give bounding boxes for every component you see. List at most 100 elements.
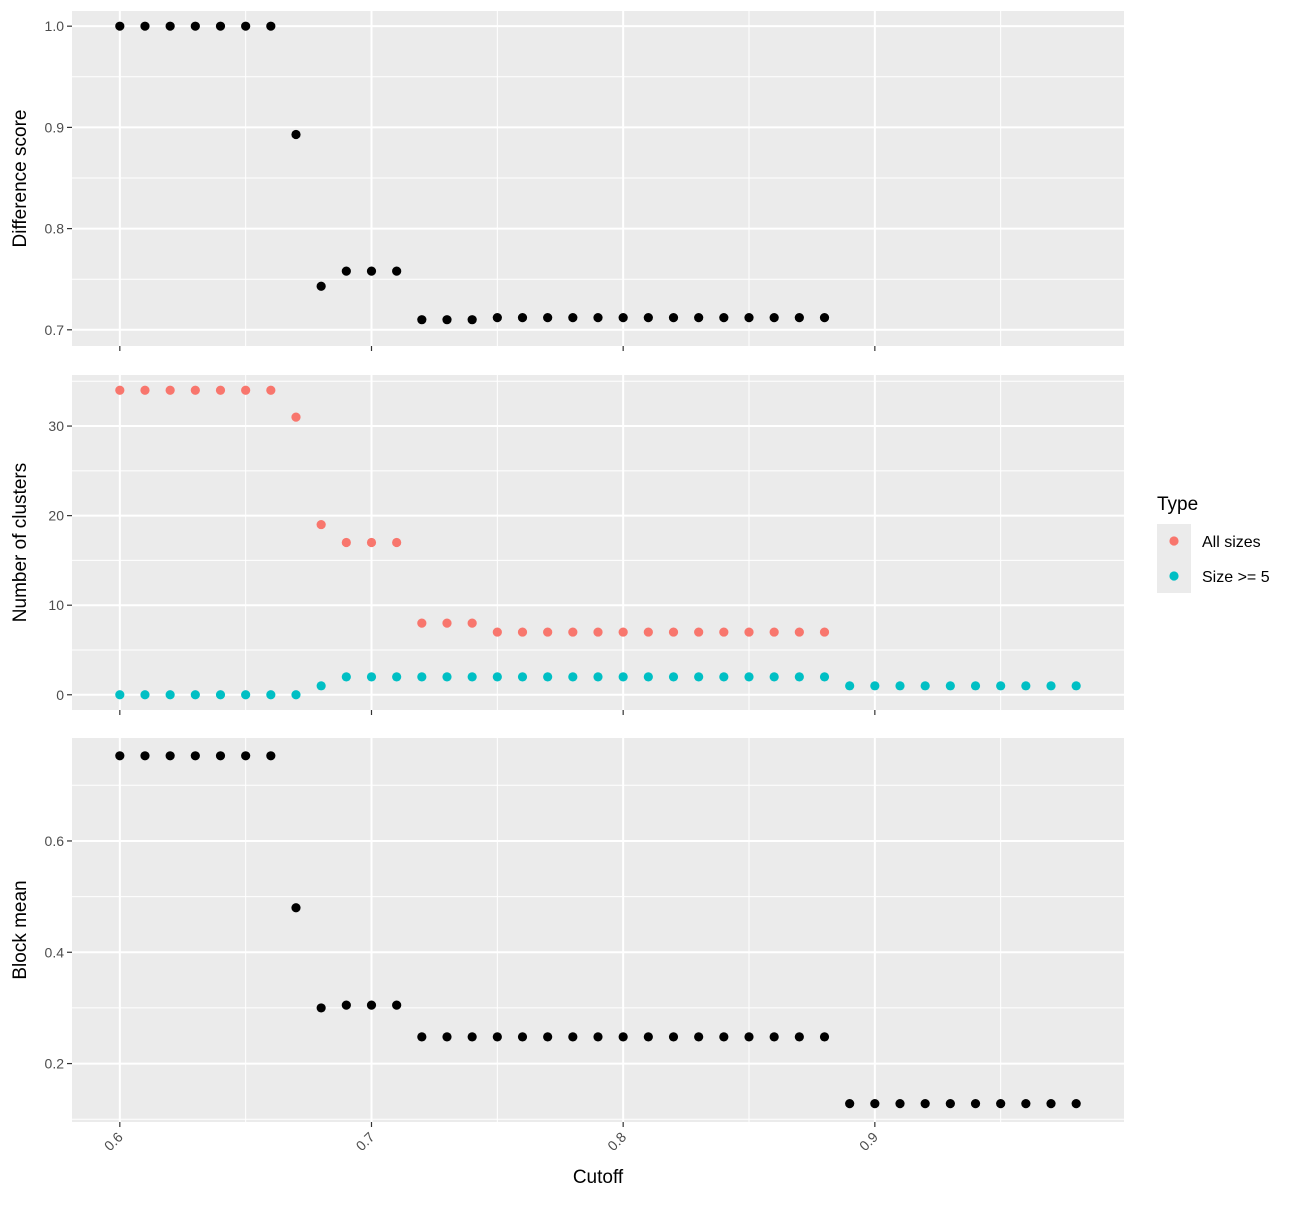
data-point [845,1099,855,1109]
data-point [543,672,553,682]
legend-key-background [1157,524,1191,593]
data-point [467,1032,477,1042]
data-point [417,1032,427,1042]
data-point [215,21,226,31]
data-point [668,627,679,637]
data-point [618,1032,628,1042]
data-point [517,1032,528,1042]
data-point [543,313,553,323]
data-point [366,672,377,682]
data-point [140,690,150,700]
data-point [266,690,276,700]
data-point [819,1032,830,1042]
data-point [215,751,226,761]
data-point [643,672,653,682]
y-tick-label: 0.6 [45,833,65,849]
data-point [643,1032,653,1042]
data-point [492,627,502,637]
data-point [366,537,377,548]
data-point [1071,1099,1081,1109]
data-point [392,537,402,548]
series-points [115,385,830,637]
x-tick-label: 0.6 [101,1129,126,1154]
panel-block-mean: 0.2 0.4 0.6 Block mean [10,738,1124,1127]
legend-title: Type [1157,494,1198,515]
data-point [467,618,477,628]
data-point [392,1000,402,1010]
y-tick-label: 30 [48,418,64,434]
data-point [291,903,301,913]
data-point [291,412,301,422]
data-point [744,627,754,637]
data-point [593,672,603,682]
data-point [190,21,200,31]
legend-label: Size >= 5 [1202,569,1270,586]
panel-background [72,738,1124,1122]
data-point [694,1032,704,1042]
data-point [492,672,502,682]
data-point [392,266,402,276]
data-point [719,627,729,637]
data-point [215,385,226,395]
data-point [291,129,301,140]
data-point [341,537,351,548]
data-point [618,313,628,323]
data-point [719,313,729,323]
chart-panels: 0.7 0.8 0.9 1.0 Difference score 0 10 20 30 Numbe… [10,11,1124,1127]
data-point [190,751,200,761]
y-tick-label: 0.2 [45,1056,65,1072]
data-point [543,627,553,637]
data-point [744,313,754,323]
data-point [442,1032,452,1042]
data-point [819,313,830,323]
data-point [366,266,377,276]
data-point [593,627,603,637]
panel-number-of-clusters: 0 10 20 30 Number of clusters [10,375,1124,715]
panel-background [72,11,1124,346]
data-point [316,519,326,530]
data-point [568,627,578,637]
data-point [165,21,175,31]
series-points [115,21,830,325]
data-point [744,672,754,682]
data-point [266,385,276,395]
data-point [568,313,578,323]
data-point [190,385,200,395]
data-point [769,672,779,682]
y-tick-label: 0.9 [45,119,65,135]
data-point [241,21,251,31]
series-points [115,672,1081,700]
data-point [719,672,729,682]
data-point [417,672,427,682]
data-point [442,618,452,628]
data-point [115,751,125,761]
x-tick-label: 0.9 [856,1129,881,1154]
data-point [870,681,880,691]
y-tick-label: 0 [56,687,64,703]
data-point [1021,681,1031,691]
y-tick-label: 0.7 [45,322,65,338]
data-point [744,1032,754,1042]
data-point [920,681,930,691]
data-point [316,281,326,291]
data-point [316,1003,326,1013]
data-point [568,672,578,682]
data-point [568,1032,578,1042]
data-point [190,690,200,700]
data-point [694,313,704,323]
data-point [819,627,830,637]
data-point [845,681,855,691]
data-point [115,21,125,31]
y-tick-label: 1.0 [45,18,65,34]
data-point [794,313,804,323]
data-point [643,313,653,323]
data-point [417,315,427,325]
data-point [392,672,402,682]
data-point [618,627,628,637]
data-point [241,751,251,761]
data-point [895,681,905,691]
data-point [668,1032,679,1042]
data-point [241,385,251,395]
data-point [165,690,175,700]
